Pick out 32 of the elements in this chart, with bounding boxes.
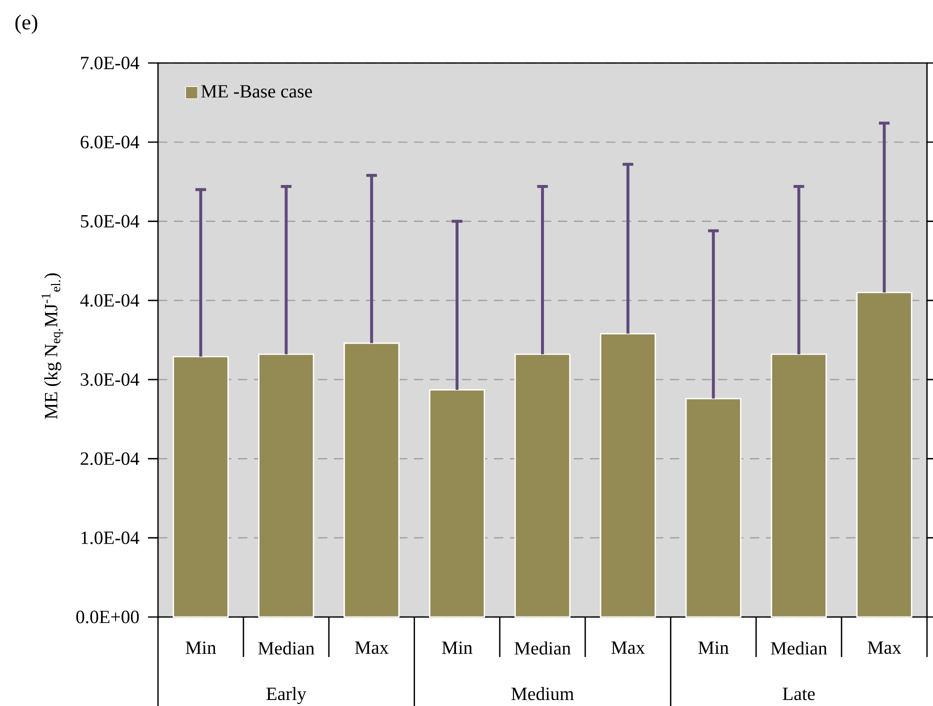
y-tick-label: 4.0E-04 <box>80 294 140 307</box>
bar <box>172 356 229 618</box>
x-tick-label: Median <box>258 641 314 655</box>
bar <box>685 398 742 618</box>
text: Medium <box>511 687 574 700</box>
x-tick-label: Median <box>514 641 571 655</box>
y-axis-title: ME (kg N$_{eq.}$MJ$^{-1}$$_{el.}$) <box>42 273 63 419</box>
x-tick-label: Min <box>698 641 729 654</box>
bar <box>344 342 400 618</box>
y-tick-label: 2.0E-04 <box>80 452 140 466</box>
legend-label: ME -Base case <box>201 85 312 98</box>
x-tick-label: Min <box>442 641 472 654</box>
y-tick-label: 0.0E+00 <box>76 610 139 624</box>
y-tick-label: 1.0E-04 <box>82 532 140 544</box>
y-tick-label: 5.0E-04 <box>80 214 140 228</box>
text: Early <box>266 687 306 704</box>
bar <box>429 389 486 618</box>
x-tick-label: Median <box>770 641 828 655</box>
y-tick-label: 7.0E-04 <box>81 56 140 70</box>
y-tick-label: 3.0E-04 <box>80 373 140 386</box>
bar <box>258 354 314 618</box>
x-tick-label: Max <box>611 641 645 654</box>
bar <box>856 292 912 618</box>
x-tick-label: Max <box>868 641 902 654</box>
text: Late <box>782 688 815 700</box>
bar <box>514 354 571 618</box>
bar <box>600 332 656 618</box>
bar <box>770 354 827 618</box>
x-tick-label: Max <box>355 641 388 654</box>
x-tick-label: Min <box>186 641 216 654</box>
chart-title: (e) <box>15 14 38 34</box>
y-tick-label: 6.0E-04 <box>80 136 140 148</box>
